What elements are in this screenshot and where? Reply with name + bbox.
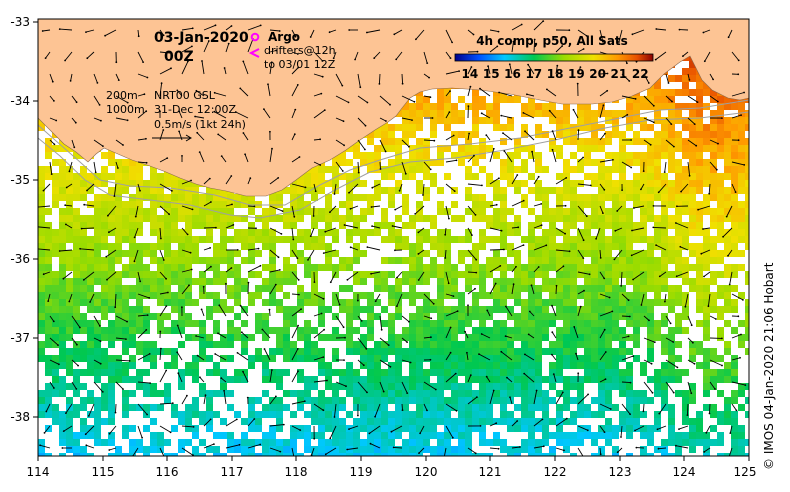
lat-tick-38: -38 xyxy=(10,410,30,424)
plot-frame xyxy=(37,18,750,457)
map-date: 03-Jan-2020 xyxy=(154,30,249,46)
colorbar-tick-22: 22 xyxy=(632,67,649,81)
lat-tick-34: -34 xyxy=(10,94,30,108)
lon-tick-115: 115 xyxy=(92,465,115,479)
info-block: 200m 1000m NRT00 GSL 31-Dec 12:00Z 0.5m/… xyxy=(106,89,246,142)
lon-tick-120: 120 xyxy=(415,465,438,479)
lon-tick-117: 117 xyxy=(221,465,244,479)
altimetry-label: NRT00 GSL xyxy=(154,89,216,102)
map-time: 00Z xyxy=(164,49,194,65)
altimetry-date: 31-Dec 12:00Z xyxy=(154,103,236,116)
colorbar-scale xyxy=(454,53,654,62)
colorbar-tick-15: 15 xyxy=(483,67,500,81)
colorbar-tick-19: 19 xyxy=(568,67,585,81)
lon-tick-124: 124 xyxy=(673,465,696,479)
contour-200-label: 200m xyxy=(106,89,138,102)
lon-tick-114: 114 xyxy=(27,465,50,479)
lon-tick-119: 119 xyxy=(350,465,373,479)
drifters-to-label: to 03/01 12Z xyxy=(264,58,336,71)
lat-tick-35: -35 xyxy=(10,173,30,187)
lon-axis: 114 115 116 117 118 119 120 121 122 123 … xyxy=(27,456,757,479)
lat-tick-33: -33 xyxy=(10,15,30,29)
drifter-track-icon xyxy=(248,48,260,58)
colorbar-title: 4h comp, p50, All Sats xyxy=(476,34,628,48)
drifters-label: drifters@12h xyxy=(264,44,336,57)
current-scale-label: 0.5m/s (1kt 24h) xyxy=(154,118,246,131)
colorbar-tick-21: 21 xyxy=(611,67,628,81)
credit-line: © IMOS 04-Jan-2020 21:06 Hobart xyxy=(762,262,776,470)
argo-marker-icon xyxy=(250,32,260,42)
contour-1000-label: 1000m xyxy=(106,103,145,116)
current-vectors xyxy=(38,20,747,456)
colorbar-tick-18: 18 xyxy=(547,67,564,81)
colorbar-tick-16: 16 xyxy=(504,67,521,81)
colorbar: 4h comp, p50, All Sats 14 15 16 17 18 19 20 21 2… xyxy=(454,34,654,81)
landmass xyxy=(38,19,749,197)
lat-axis: -33 -34 -35 -36 -37 -38 xyxy=(10,15,38,424)
legend-drifters: drifters@12h to 03/01 12Z xyxy=(248,44,336,71)
lat-tick-36: -36 xyxy=(10,252,30,266)
lon-tick-121: 121 xyxy=(479,465,502,479)
lon-tick-125: 125 xyxy=(734,465,757,479)
lat-tick-37: -37 xyxy=(10,331,30,345)
colorbar-tick-17: 17 xyxy=(525,67,542,81)
colorbar-ticks: 14 15 16 17 18 19 20 21 22 xyxy=(462,67,649,81)
legend-argo: Argo xyxy=(250,30,300,44)
argo-label: Argo xyxy=(268,30,300,44)
lon-tick-122: 122 xyxy=(544,465,567,479)
lon-tick-116: 116 xyxy=(156,465,179,479)
colorbar-tick-20: 20 xyxy=(589,67,606,81)
lon-tick-118: 118 xyxy=(285,465,308,479)
lon-tick-123: 123 xyxy=(609,465,632,479)
contour-200m xyxy=(38,99,749,206)
colorbar-tick-14: 14 xyxy=(462,67,479,81)
scale-arrow-head-icon xyxy=(185,134,192,142)
